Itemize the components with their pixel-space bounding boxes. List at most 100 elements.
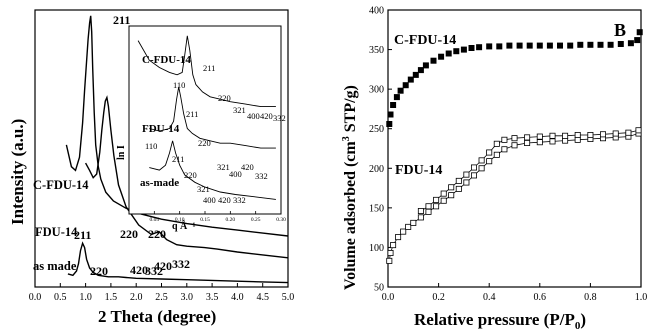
panel-b-point-0 bbox=[627, 40, 634, 47]
panel-b-point-0 bbox=[386, 121, 393, 128]
panel-b-point-0 bbox=[417, 67, 424, 74]
panel-b-series bbox=[386, 29, 643, 264]
panel-b-y-tick-label: 100 bbox=[369, 243, 384, 254]
panel-b-point-1 bbox=[463, 179, 470, 186]
panel-a-x-tick-label: 2.0 bbox=[130, 292, 143, 303]
inset-label-as-made: as-made bbox=[140, 177, 179, 189]
panel-b-point-2 bbox=[493, 140, 500, 147]
panel-b-x-title-close: ) bbox=[580, 310, 586, 329]
panel-b-point-2 bbox=[478, 157, 485, 164]
panel-b-point-0 bbox=[607, 41, 614, 48]
panel-b-point-1 bbox=[448, 192, 455, 199]
series-label-fdu-14-b: FDU-14 bbox=[395, 163, 442, 178]
panel-a-x-tick-label: 4.0 bbox=[231, 292, 244, 303]
panel-a-x-tick-label: 1.5 bbox=[105, 292, 118, 303]
inset-series-line-1 bbox=[149, 86, 276, 149]
panel-b-point-0 bbox=[387, 111, 394, 118]
panel-b-point-0 bbox=[577, 41, 584, 48]
panel-b-y-tick-label: 350 bbox=[369, 45, 384, 56]
panel-b-point-0 bbox=[468, 45, 475, 52]
panel-b-point-1 bbox=[387, 249, 394, 256]
annotation-420-b: 420 bbox=[130, 263, 148, 277]
panel-b-point-1 bbox=[493, 151, 500, 158]
panel-b-x-tick-label: 0.0 bbox=[382, 292, 395, 303]
panel-b-x-ticks: 0.0 0.2 0.4 0.6 0.8 1.0 bbox=[382, 283, 647, 303]
panel-b-point-2 bbox=[612, 130, 619, 137]
panel-b-y-tick-label: 200 bbox=[369, 164, 384, 175]
panel-a-series bbox=[65, 15, 289, 284]
panel-b-point-0 bbox=[407, 76, 414, 83]
panel-b-point-0 bbox=[567, 42, 574, 49]
panel-a-y-axis-title: Intensity (a.u.) bbox=[8, 119, 27, 225]
panel-b-point-1 bbox=[486, 158, 493, 165]
panel-b-point-2 bbox=[635, 127, 642, 134]
panel-b-point-0 bbox=[476, 44, 483, 51]
annotation-211-c-fdu: 211 bbox=[113, 13, 130, 27]
inset-peak-c-420: 420 bbox=[260, 111, 273, 121]
panel-b-point-2 bbox=[425, 203, 432, 210]
panel-b-point-2 bbox=[455, 177, 462, 184]
panel-b-y-tick-label: 150 bbox=[369, 203, 384, 214]
annotation-332-b: 332 bbox=[145, 264, 163, 278]
panel-a-x-tick-label: 3.0 bbox=[181, 292, 194, 303]
panel-a-series-line-1 bbox=[84, 95, 289, 259]
inset-x-tick-label: 0.10 bbox=[175, 217, 185, 223]
panel-b-point-0 bbox=[430, 57, 437, 64]
panel-a-x-tick-label: 5.0 bbox=[282, 292, 295, 303]
panel-b-y-tick-label: 250 bbox=[369, 124, 384, 135]
panel-b-y-axis-title: Volume adsorbed (cm3 STP/g) bbox=[341, 85, 359, 290]
panel-a-series-line-2 bbox=[67, 241, 289, 284]
panel-b-series-line-1 bbox=[388, 133, 639, 261]
panel-b-point-0 bbox=[634, 37, 641, 44]
panel-b-point-2 bbox=[440, 190, 447, 197]
panel-b-y-tick-label: 300 bbox=[369, 85, 384, 96]
panel-b-point-1 bbox=[470, 172, 477, 179]
panel-b-point-2 bbox=[574, 131, 581, 138]
panel-b-label: B bbox=[614, 20, 626, 40]
panel-b-x-tick-label: 0.6 bbox=[534, 292, 547, 303]
inset-series bbox=[137, 35, 276, 200]
inset-peak-f-220: 220 bbox=[198, 138, 211, 148]
panel-b-point-2 bbox=[549, 132, 556, 139]
panel-b-point-0 bbox=[526, 42, 533, 49]
panel-b-point-2 bbox=[501, 136, 508, 143]
panel-b-point-2 bbox=[448, 184, 455, 191]
panel-b-point-2 bbox=[524, 134, 531, 141]
panel-b-point-1 bbox=[390, 242, 397, 249]
panel-b-point-1 bbox=[386, 257, 393, 264]
inset-series-line-0 bbox=[137, 35, 276, 108]
panel-b-point-0 bbox=[412, 71, 419, 78]
panel-b-point-1 bbox=[536, 139, 543, 146]
inset-peak-c-211: 211 bbox=[203, 63, 215, 73]
panel-b-point-1 bbox=[405, 223, 412, 230]
inset-peak-c-332: 332 bbox=[273, 113, 286, 123]
inset-peak-a-220: 220 bbox=[184, 170, 197, 180]
inset-x-tick-label: 0.05 bbox=[150, 217, 160, 223]
panel-a-x-ticks: 0.0 0.5 1.0 1.5 2.0 2.5 3.0 3.5 4.0 4.5 5.0 bbox=[29, 283, 295, 303]
panel-b-point-1 bbox=[417, 214, 424, 221]
panel-b-point-1 bbox=[549, 138, 556, 145]
panel-b-point-2 bbox=[470, 164, 477, 171]
panel-b-point-1 bbox=[524, 139, 531, 146]
panel-a-x-tick-label: 3.5 bbox=[206, 292, 219, 303]
panel-b-point-0 bbox=[445, 50, 452, 57]
panel-b-x-title-main: Relative pressure (P/P bbox=[414, 310, 575, 329]
panel-b-point-0 bbox=[636, 29, 643, 36]
inset-chart: ln I q Å⁻¹ 0.05 0.10 0.15 0.20 0.25 0.30 C-FD… bbox=[116, 25, 286, 232]
panel-b-point-0 bbox=[460, 46, 467, 53]
panel-b-x-tick-label: 0.8 bbox=[584, 292, 597, 303]
panel-b-point-0 bbox=[390, 102, 397, 109]
series-label-c-fdu-14-b: C-FDU-14 bbox=[394, 33, 456, 48]
inset-peak-f-110: 110 bbox=[145, 141, 157, 151]
panel-b-point-1 bbox=[433, 203, 440, 210]
inset-label-fdu-14: FDU-14 bbox=[142, 123, 180, 135]
series-label-fdu-14: FDU-14 bbox=[35, 225, 78, 239]
inset-peak-c-110: 110 bbox=[173, 80, 185, 90]
panel-b-y-title-tail: STP/g) bbox=[342, 85, 359, 136]
panel-b-x-tick-label: 0.2 bbox=[432, 292, 445, 303]
inset-series-line-2 bbox=[149, 140, 276, 200]
panel-b-point-1 bbox=[400, 228, 407, 235]
panel-b-x-tick-label: 0.4 bbox=[483, 292, 496, 303]
inset-x-tick-label: 0.20 bbox=[226, 217, 236, 223]
